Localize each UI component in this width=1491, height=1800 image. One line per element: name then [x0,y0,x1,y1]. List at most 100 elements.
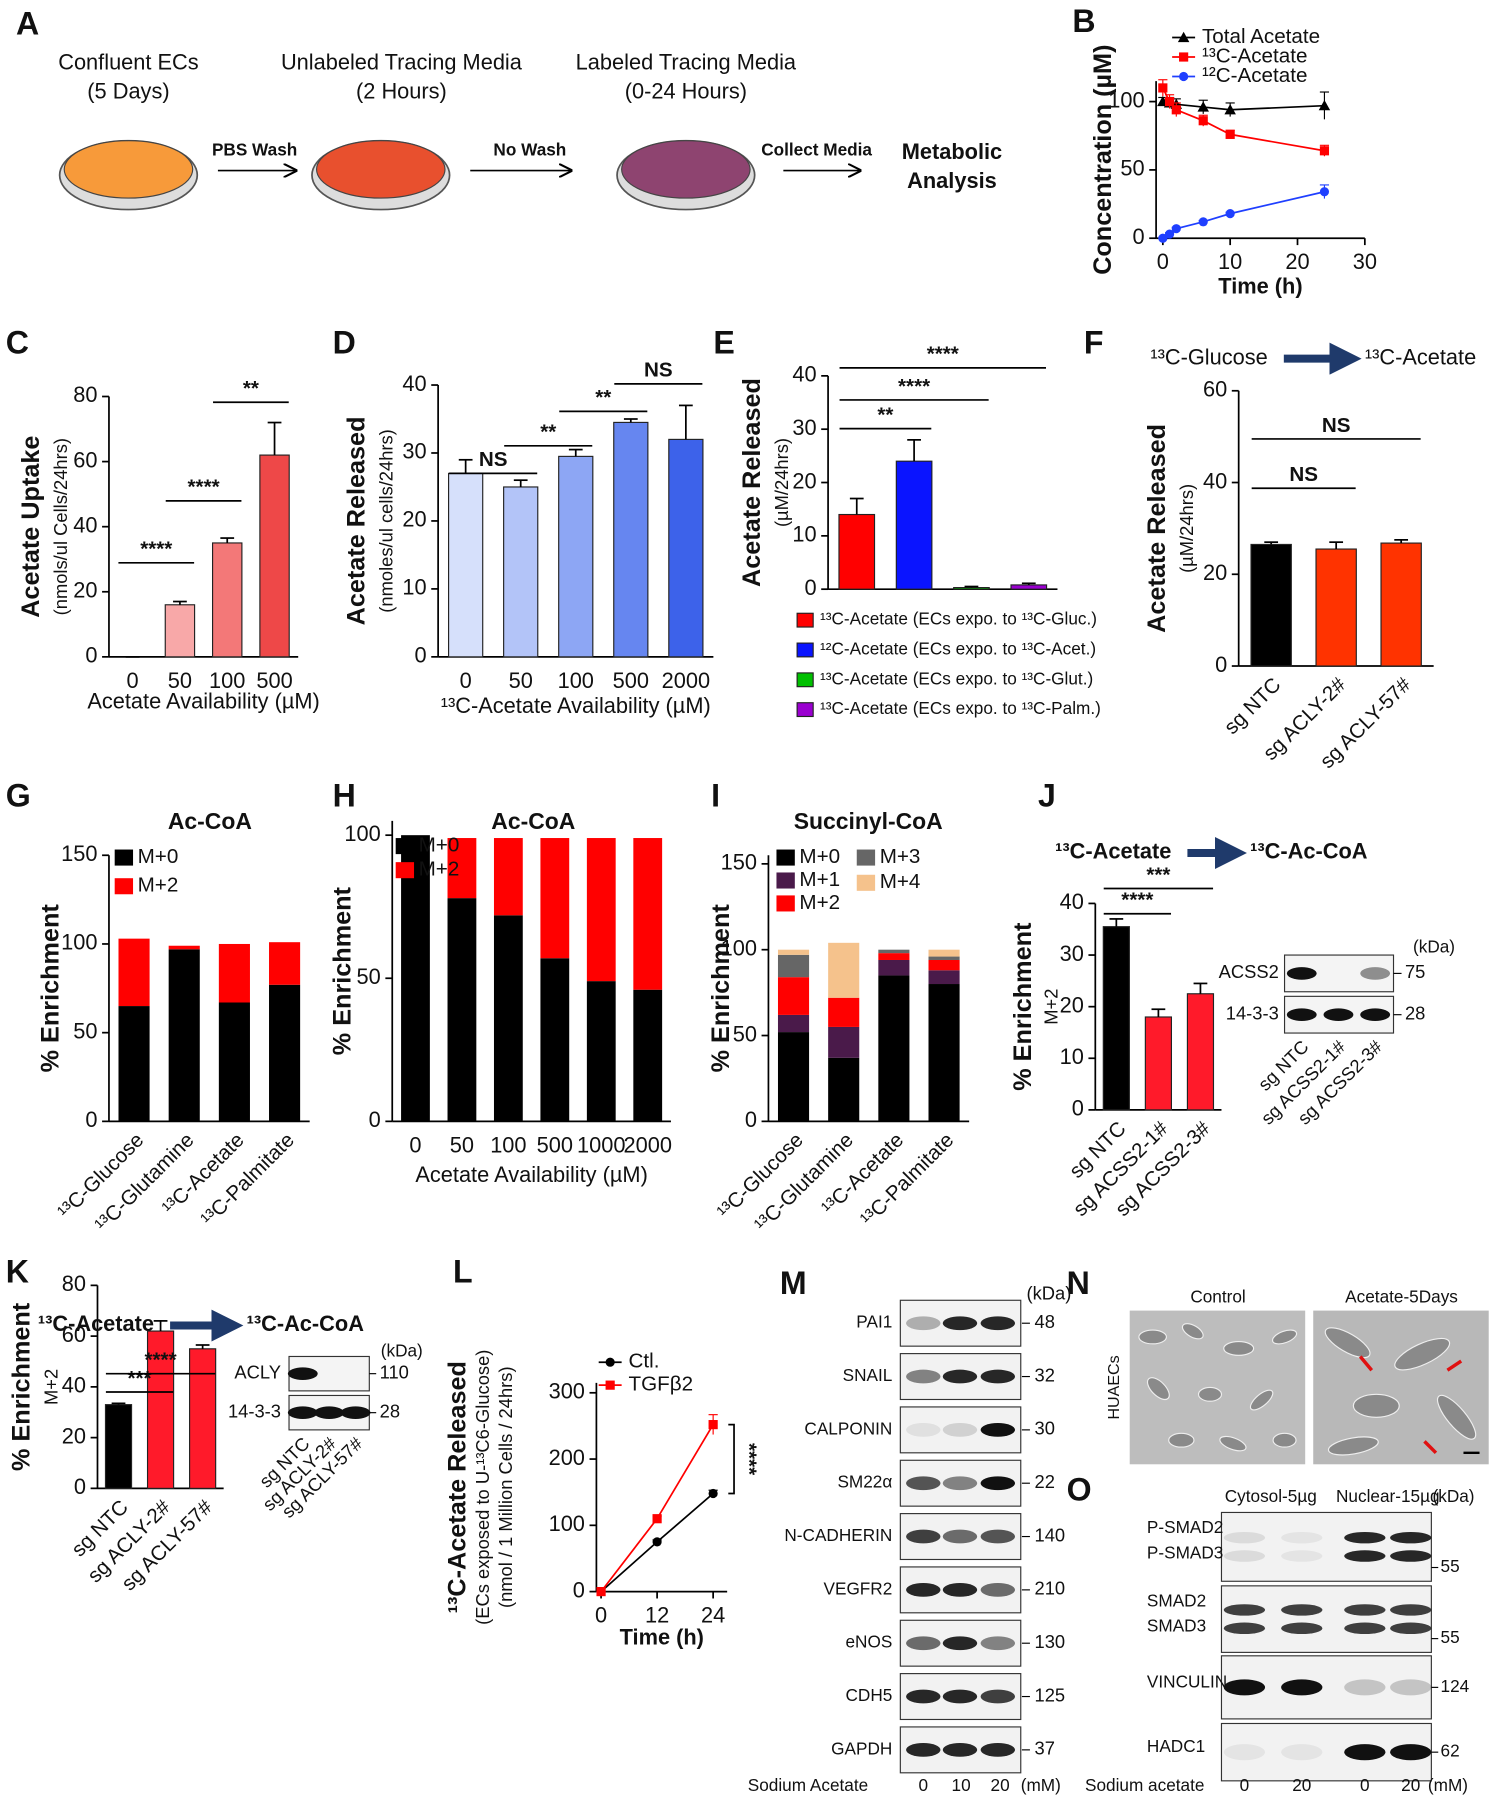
legend-label: TGFβ2 [629,1373,694,1396]
flow-label: ¹³C-Ac-CoA [1250,839,1368,864]
legend-swatch [114,878,134,895]
legend-label: M+0 [138,845,179,868]
blot-unit: (kDa) [1413,937,1455,957]
flow-label: ¹³C-Ac-CoA [247,1311,365,1336]
legend-swatch [796,702,814,718]
blot-protein: SNAIL [843,1365,893,1385]
legend-label: M+2 [799,891,840,914]
blot-band [1323,1008,1354,1022]
blot-band [1390,1531,1432,1544]
blot-kda: 55 [1441,1627,1460,1647]
point [605,1380,615,1390]
y-axis-title: % Enrichment [36,904,64,1073]
significance-label: NS [1289,463,1318,486]
x-tick-label: 100 [490,1132,526,1157]
blot-band [942,1476,978,1491]
point [596,1587,606,1597]
legend-label: ¹³C-Acetate (ECs expo. to ¹³C-Gluc.) [820,609,1097,629]
y-tick-label: 20 [1060,992,1084,1017]
point [1224,104,1236,115]
y-tick-label: 150 [61,841,97,866]
panel-letter: N [1067,1265,1090,1301]
y-tick-label: 50 [733,1021,757,1046]
y-tick-label: 0 [1072,1096,1084,1121]
bar-segment [447,898,477,1122]
x-axis-title: Acetate Availability (µM) [87,688,319,713]
dish-media [621,140,751,199]
bar-segment [777,954,810,978]
y-tick-label: 30 [402,439,426,464]
blot-band [906,1742,941,1757]
blot-kda: 130 [1035,1631,1066,1652]
blot-band [980,1422,1016,1437]
point [652,1514,662,1524]
bar-segment [168,945,200,950]
legend-swatch [776,895,795,912]
blot-band [1390,1604,1432,1616]
dose: 0 [1240,1775,1250,1795]
flow-label: ¹³C-Acetate [1055,839,1171,864]
bar [838,513,876,590]
blot-protein: SMAD3 [1147,1616,1206,1636]
y-tick-label: 0 [745,1107,757,1132]
blot-band [1281,1744,1323,1761]
x-tick-label: 50 [168,668,192,693]
condition: Control [1190,1287,1245,1307]
bar-segment [540,838,570,959]
bar-segment [218,1002,250,1122]
y-tick-label: 20 [1203,560,1227,585]
y-tick-label: 0 [1133,224,1145,249]
legend-label: ¹³C-Acetate (ECs expo. to ¹³C-Palm.) [820,698,1101,718]
bar [953,587,990,590]
y-tick-label: 30 [1060,941,1084,966]
legend-swatch [776,849,795,866]
step-subtitle: (0-24 Hours) [625,78,747,103]
bar [211,542,243,658]
blot-kda: 124 [1441,1676,1470,1696]
blot-band [1223,1604,1266,1616]
annotation-marks [1358,1355,1463,1455]
point [1164,97,1175,107]
panel-letter: J [1038,777,1056,813]
bar-segment [633,838,663,990]
y-tick-label: 30 [792,415,816,440]
legend-swatch [776,872,795,889]
blot-kda: 37 [1035,1738,1055,1759]
legend-label: M+0 [799,845,840,868]
bar-segment [118,1006,150,1122]
legend-label: M+3 [880,845,921,868]
flow-label: ¹³C-Acetate [38,1311,154,1336]
x-tick-label: 1000 [577,1132,625,1157]
point [1171,105,1181,115]
panel-letter: G [6,777,31,813]
y-tick-label: 60 [1203,377,1227,402]
bar-segment [878,949,910,954]
blot-frame [1220,1585,1432,1653]
blot-protein: N-CADHERIN [784,1525,892,1545]
x-tick-label: 10 [1218,249,1242,274]
bar-segment [218,943,250,1003]
bar-segment [493,915,523,1122]
point [1177,31,1190,43]
y-tick-label: 60 [73,447,97,472]
point [708,1488,718,1499]
y-axis-title: Acetate Released [738,378,766,587]
blot-band [1223,1531,1266,1544]
blot-band [1281,1531,1323,1544]
bar [1315,548,1357,667]
bar-segment [493,838,523,916]
legend-swatch [796,672,814,688]
y-tick-label: 150 [721,850,757,875]
dose: 10 [952,1775,971,1795]
blot-band [1344,1679,1386,1696]
result: Analysis [907,168,997,193]
bar-segment [118,938,150,1007]
cell-type: HUAECs [1105,1355,1123,1419]
blot-protein: ACSS2 [1219,961,1279,982]
y-tick-label: 0 [85,643,97,668]
fraction: Nuclear-15µg [1336,1486,1440,1506]
blot-band [1286,1008,1317,1022]
legend-label: M+1 [799,868,840,891]
x-axis-title: Acetate Availability (µM) [415,1162,647,1187]
y-axis-title: (nmols/ul Cells/24hrs) [50,438,71,615]
